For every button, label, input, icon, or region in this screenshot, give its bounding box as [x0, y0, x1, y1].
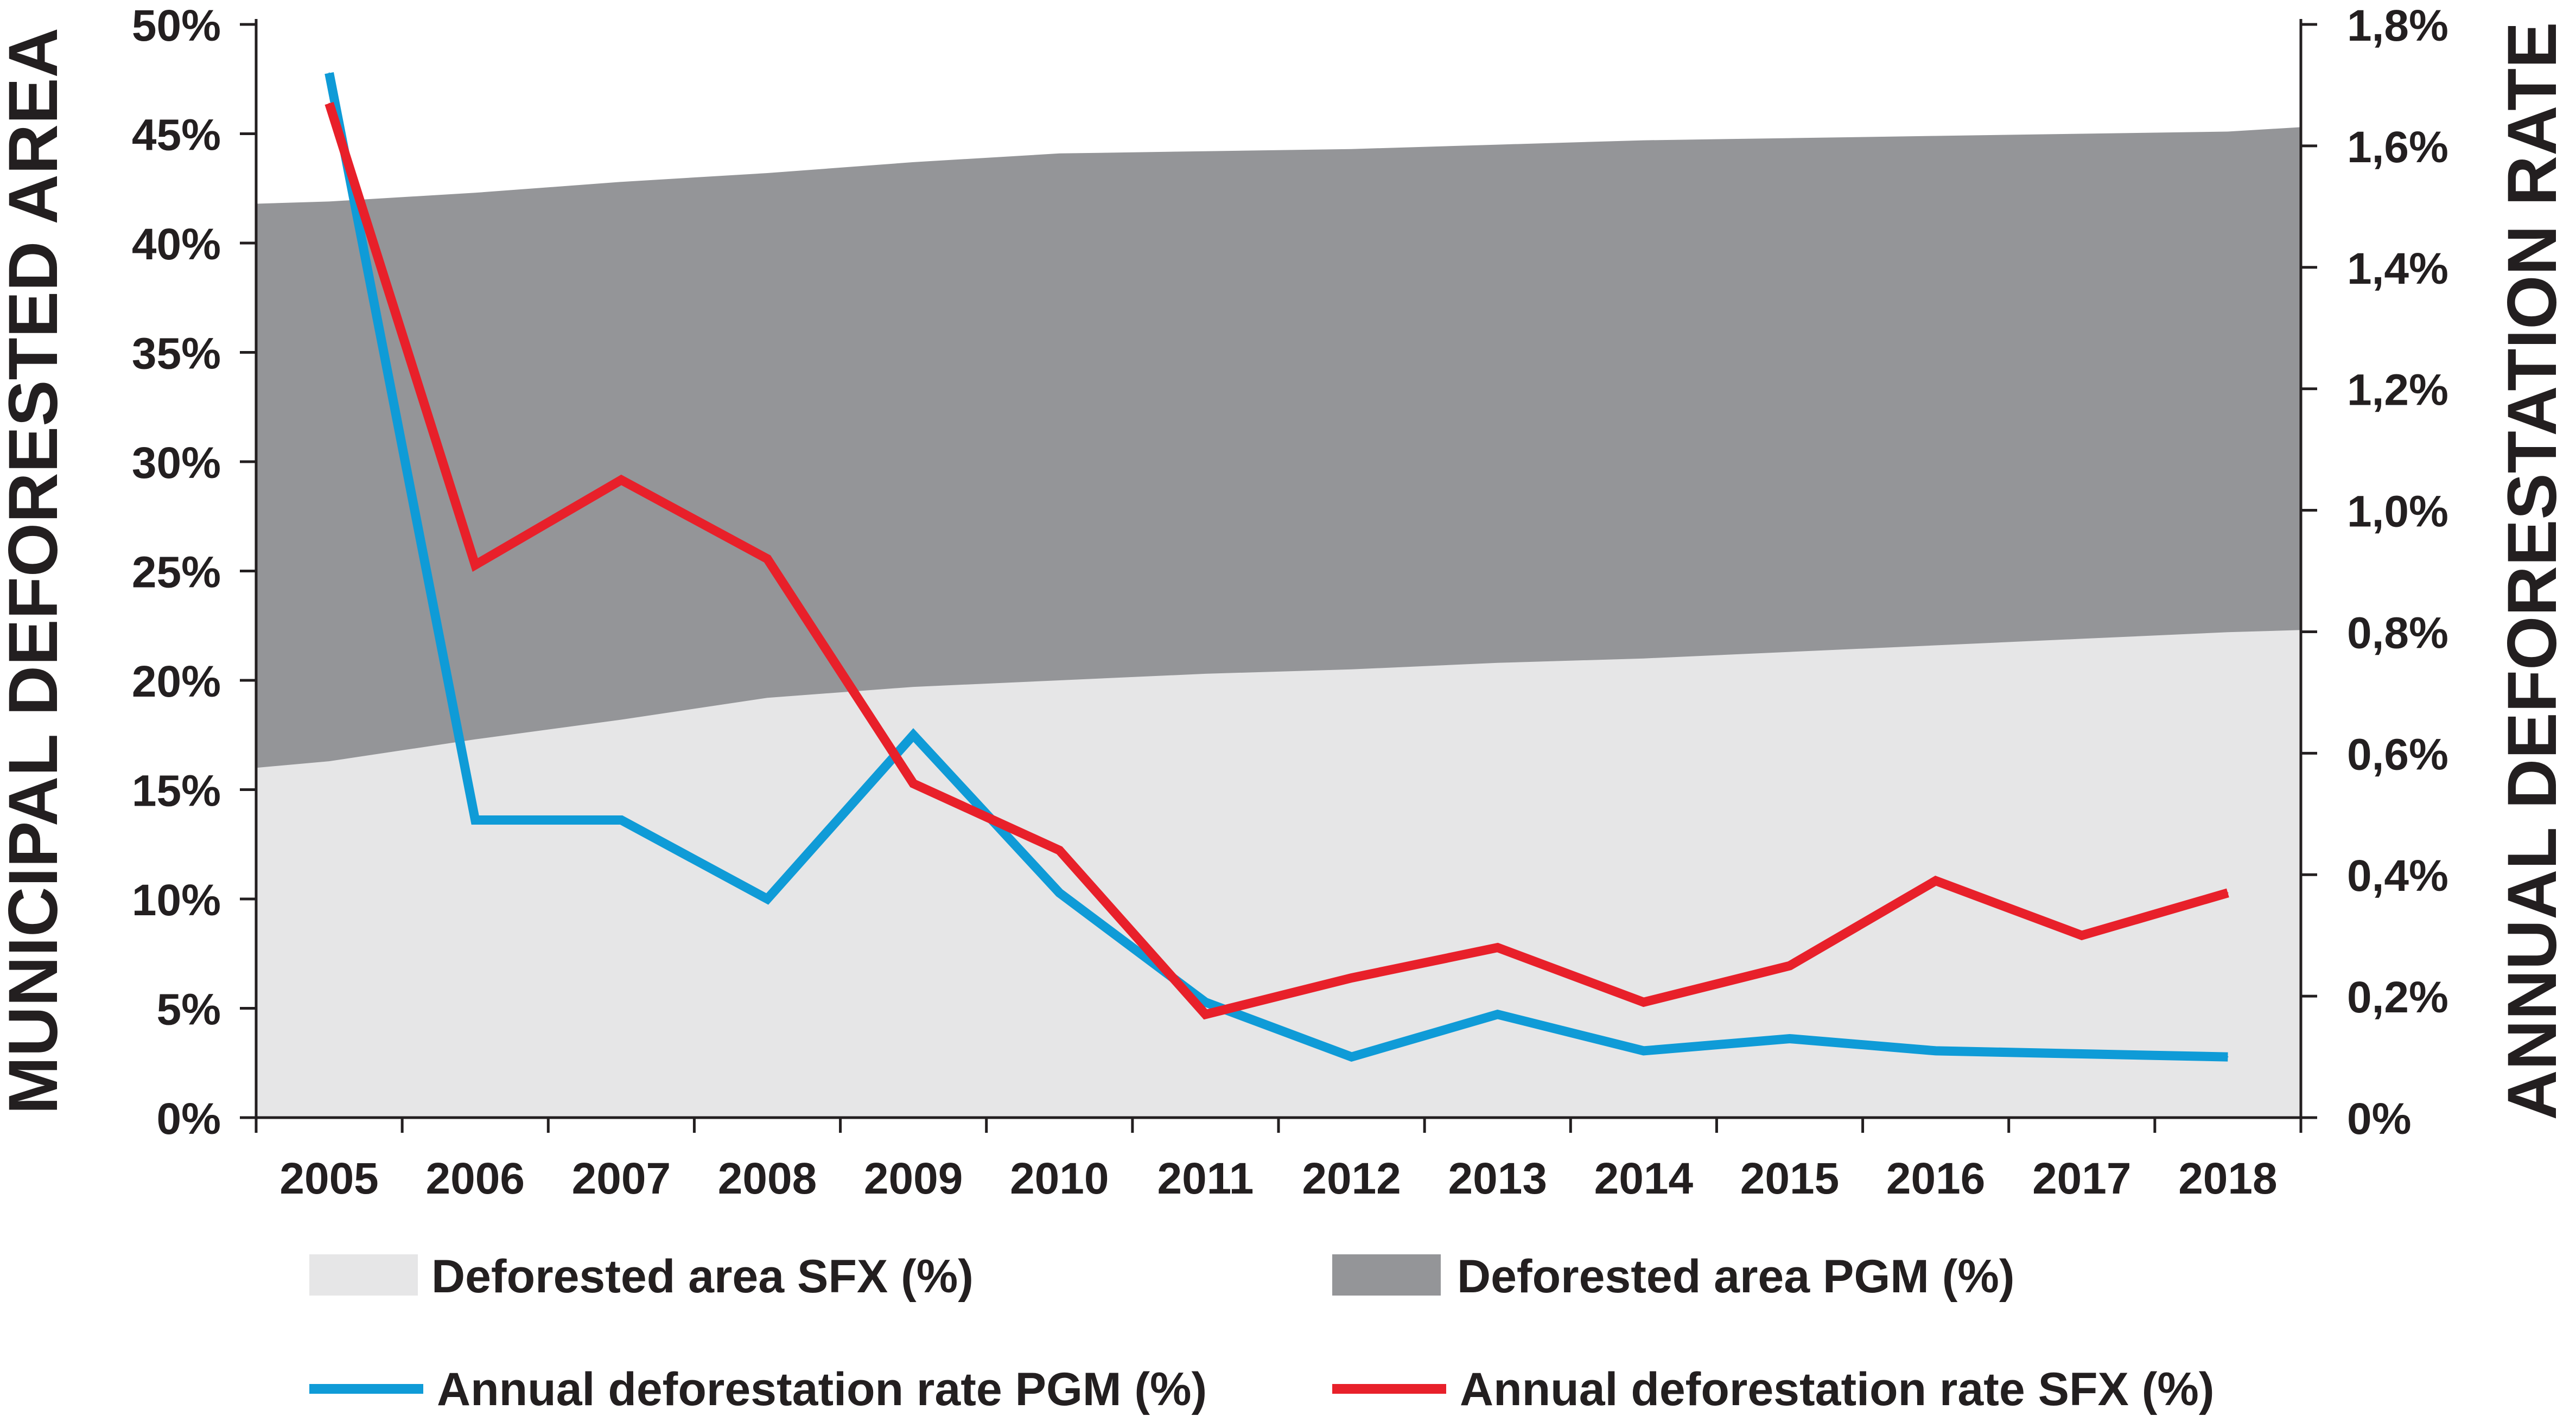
left-tick-label: 5%	[156, 985, 221, 1035]
legend-swatch	[309, 1254, 418, 1296]
line-point	[1059, 892, 1060, 894]
left-tick-label: 10%	[132, 876, 221, 925]
line-point	[1205, 1013, 1206, 1015]
right-tick-label: 0,8%	[2347, 608, 2448, 658]
line-point	[474, 564, 476, 566]
left-tick-label: 35%	[132, 329, 221, 379]
line-point	[328, 103, 330, 104]
line-point	[913, 734, 914, 736]
left-tick-label: 45%	[132, 111, 221, 160]
line-point	[474, 819, 476, 821]
line-point	[328, 72, 330, 74]
right-tick-label: 1,2%	[2347, 366, 2448, 415]
line-point	[1643, 1002, 1644, 1003]
right-tick-label: 0,4%	[2347, 851, 2448, 901]
legend: Deforested area SFX (%) Deforested area P…	[309, 1251, 2215, 1415]
line-point	[620, 479, 622, 481]
line-point	[1643, 1050, 1644, 1051]
left-tick-label: 30%	[132, 438, 221, 488]
left-tick-label: 50%	[132, 1, 221, 50]
left-tick-label: 20%	[132, 657, 221, 706]
right-tick-label: 0,2%	[2347, 973, 2448, 1022]
right-tick-label: 0%	[2347, 1094, 2412, 1144]
line-layer	[325, 72, 2229, 1062]
x-tick-label: 2013	[1448, 1154, 1547, 1203]
x-tick-label: 2011	[1157, 1154, 1254, 1203]
line-point	[620, 819, 622, 821]
area-deforested-area-sfx	[256, 630, 2301, 1118]
line-point	[1935, 880, 1937, 882]
line-point	[2081, 1053, 2083, 1055]
label-layer: 0% 5% 10% 15% 20% 25% 30% 35% 40% 45% 50% 0% 0,2% 0,4…	[0, 1, 2571, 1203]
right-tick-label: 1,8%	[2347, 1, 2448, 50]
right-tick-label: 1,0%	[2347, 487, 2448, 537]
x-tick-label: 2014	[1594, 1154, 1694, 1203]
right-tick-label: 1,4%	[2347, 244, 2448, 294]
x-tick-label: 2009	[864, 1154, 963, 1203]
line-point	[913, 783, 914, 784]
x-tick-label: 2015	[1740, 1154, 1839, 1203]
right-axis-title: ANNUAL DEFORESTATION RATE	[2494, 22, 2571, 1120]
line-annual-deforestation-rate-pgm	[325, 72, 2228, 1062]
line-point	[1789, 965, 1790, 967]
line-point	[767, 558, 768, 560]
line-point	[2227, 1056, 2229, 1058]
axes-layer	[240, 19, 2317, 1133]
x-tick-label: 2016	[1886, 1154, 1985, 1203]
left-axis-title: MUNICIPAL DEFORESTED AREA	[0, 28, 72, 1114]
line-point	[2227, 892, 2229, 894]
x-tick-label: 2017	[2032, 1154, 2131, 1203]
left-tick-label: 40%	[132, 220, 221, 269]
left-tick-label: 15%	[132, 767, 221, 816]
line-annual-deforestation-rate-sfx	[325, 101, 2229, 1020]
x-tick-label: 2007	[572, 1154, 671, 1203]
line-point	[2081, 935, 2083, 936]
left-tick-label: 0%	[156, 1094, 221, 1144]
legend-label: Annual deforestation rate SFX (%)	[1460, 1363, 2215, 1415]
right-tick-label: 0,6%	[2347, 730, 2448, 779]
line-point	[1059, 850, 1060, 851]
x-tick-label: 2010	[1010, 1154, 1109, 1203]
x-tick-label: 2005	[279, 1154, 378, 1203]
line-point	[767, 898, 768, 900]
left-tick-label: 25%	[132, 548, 221, 597]
legend-label: Annual deforestation rate PGM (%)	[437, 1363, 1207, 1415]
x-tick-label: 2012	[1302, 1154, 1401, 1203]
x-tick-label: 2008	[718, 1154, 817, 1203]
line-point	[1205, 1002, 1206, 1003]
line-point	[1351, 1056, 1352, 1058]
line-point	[1497, 947, 1498, 948]
line-point	[1935, 1050, 1937, 1051]
legend-swatch	[1332, 1254, 1441, 1296]
x-tick-label: 2006	[426, 1154, 525, 1203]
line-point	[1351, 977, 1352, 979]
right-tick-label: 1,6%	[2347, 123, 2448, 172]
area-layer	[256, 127, 2301, 1118]
line-point	[1497, 1013, 1498, 1015]
legend-label: Deforested area PGM (%)	[1457, 1251, 2015, 1303]
legend-label: Deforested area SFX (%)	[431, 1251, 974, 1303]
line-point	[1789, 1038, 1790, 1039]
x-tick-label: 2018	[2178, 1154, 2277, 1203]
